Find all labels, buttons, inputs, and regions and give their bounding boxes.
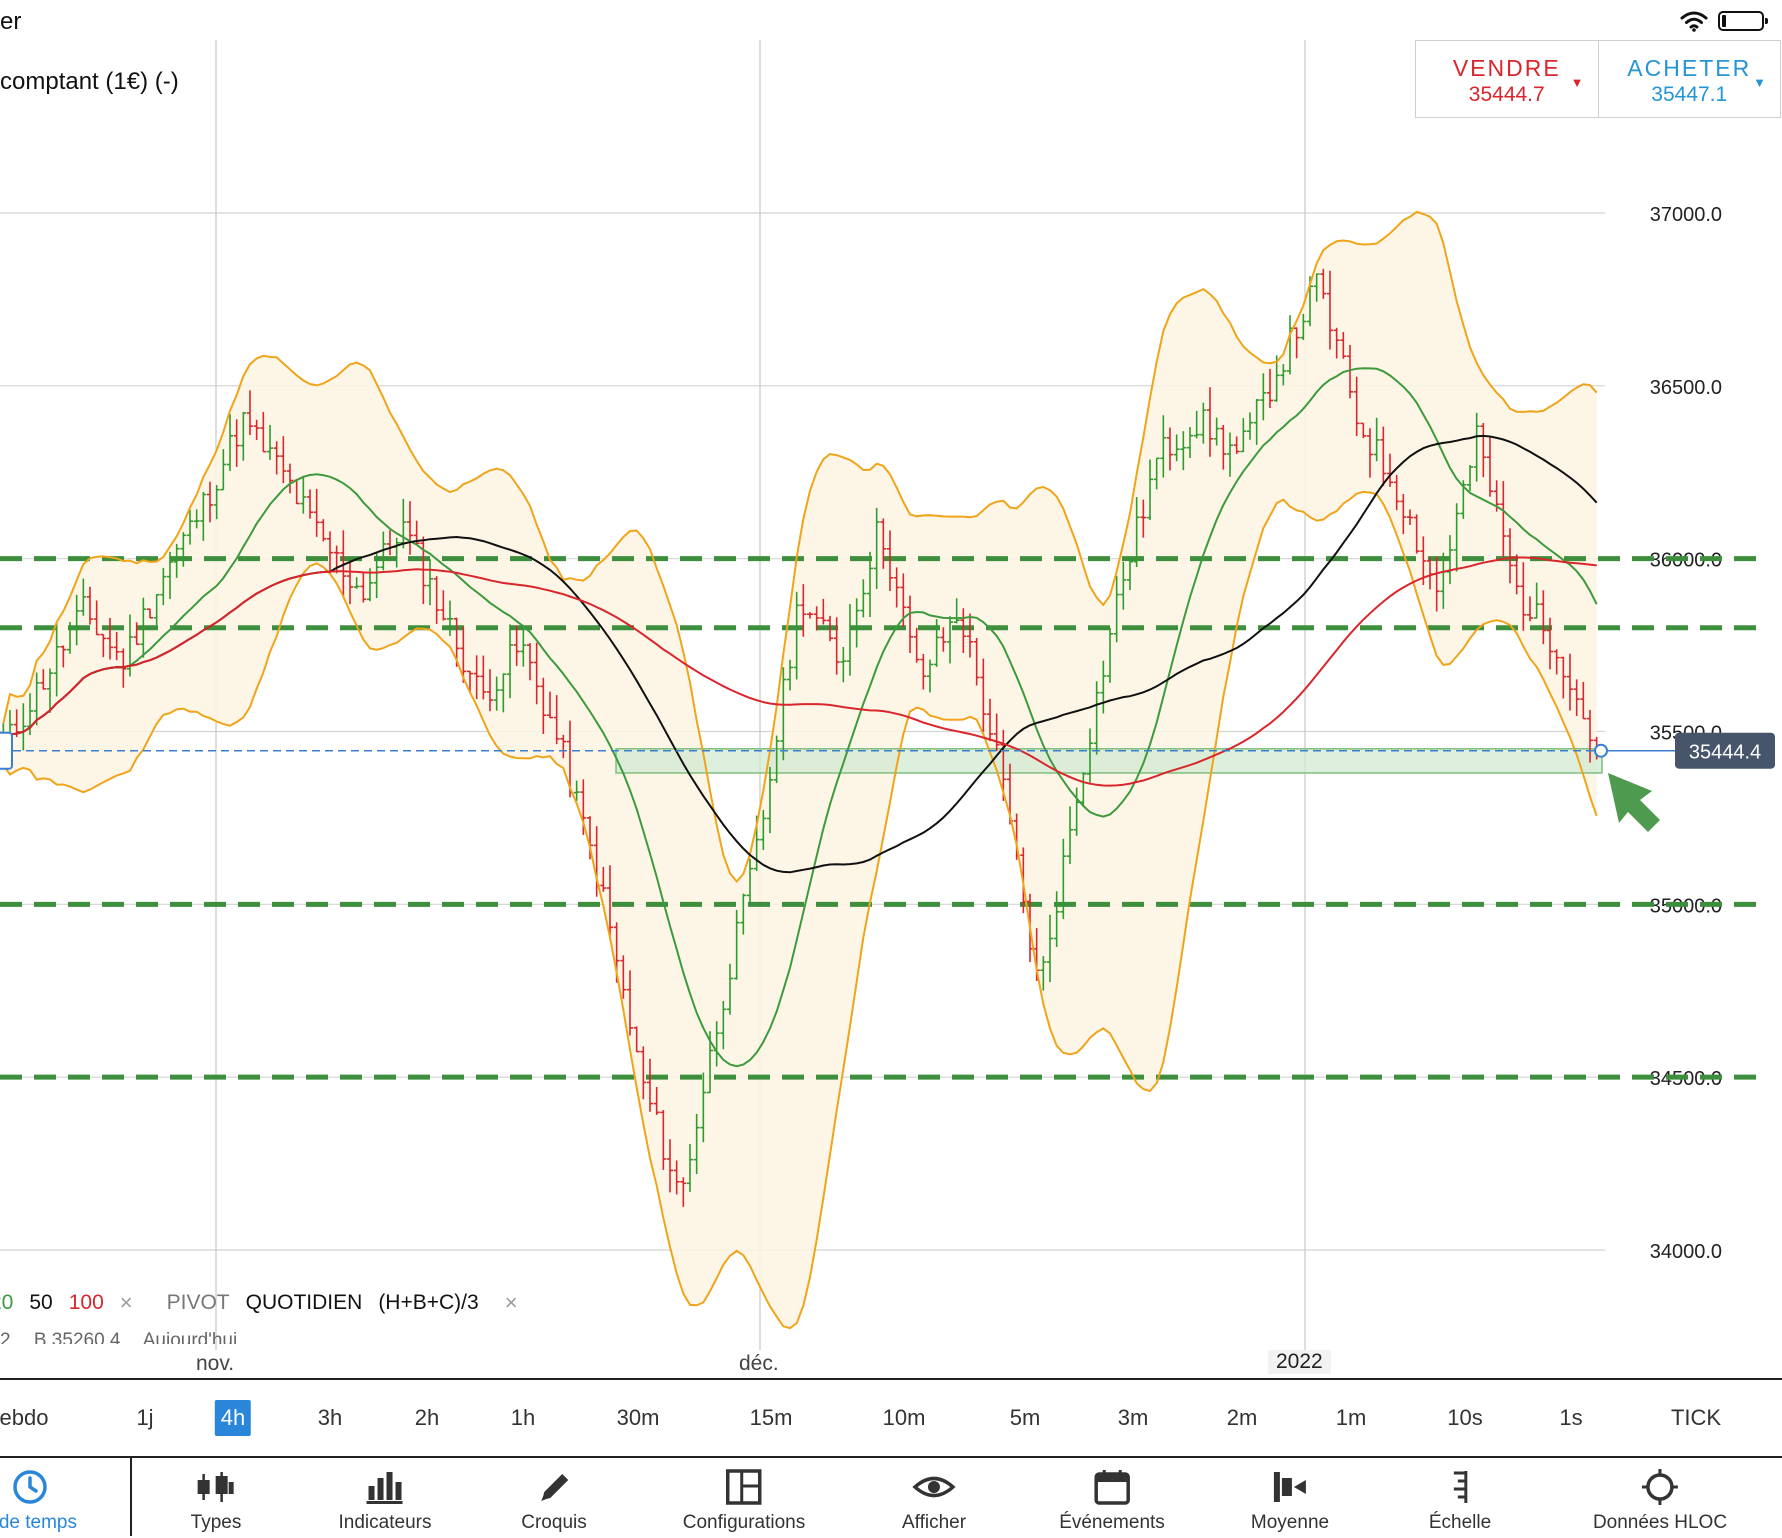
toolbar-timeframe-label: e de temps xyxy=(0,1512,77,1533)
ma-period-20[interactable]: 20 xyxy=(0,1291,14,1314)
tf-weekly[interactable]: ebdo xyxy=(0,1405,49,1430)
tf-4h[interactable]: 4h xyxy=(214,1400,252,1436)
annotation-arrow-icon xyxy=(1608,773,1660,832)
current-price-value: 35444.4 xyxy=(1689,742,1761,764)
tf-1m[interactable]: 1m xyxy=(1335,1405,1367,1430)
sell-button[interactable]: VENDRE 35444.7 ▼ xyxy=(1416,41,1598,117)
date-label-dec: déc. xyxy=(739,1352,779,1375)
toolbar-edge xyxy=(130,1456,132,1536)
pivot-value-b: B 35260.4 xyxy=(33,1330,121,1344)
toolbar-layouts-label: Configurations xyxy=(682,1512,806,1533)
toolbar-scale-label: Échelle xyxy=(1428,1512,1492,1533)
buy-button[interactable]: ACHETER 35447.1 ▼ xyxy=(1597,41,1781,117)
sell-price: 35444.7 xyxy=(1468,83,1545,106)
pivot-values: 2 B 35260.4 Aujourd'hui xyxy=(0,1330,255,1344)
average-icon xyxy=(1273,1472,1306,1502)
status-icons xyxy=(1680,10,1768,32)
close-ma-icon[interactable]: × xyxy=(119,1290,133,1315)
sell-label: VENDRE xyxy=(1452,55,1561,81)
toolbar-indicators-label: Indicateurs xyxy=(338,1512,432,1533)
trade-panel: VENDRE 35444.7 ▼ ACHETER 35447.1 ▼ xyxy=(1415,40,1781,118)
tf-10m[interactable]: 10m xyxy=(882,1405,926,1430)
toolbar-timeframe[interactable]: e de temps xyxy=(0,1468,77,1534)
price-chart[interactable]: 37000.036500.036000.035500.035000.034500… xyxy=(0,0,1782,1380)
toolbar-sketch-label: Croquis xyxy=(521,1512,587,1533)
tf-1j[interactable]: 1j xyxy=(136,1405,154,1430)
toolbar-hloc-label: Données HLOC xyxy=(1592,1512,1728,1533)
tf-5m[interactable]: 5m xyxy=(1009,1405,1041,1430)
eye-icon xyxy=(912,1476,956,1498)
bollinger-upper-line xyxy=(2,210,1598,884)
battery-icon xyxy=(1718,11,1768,31)
tf-tick[interactable]: TICK xyxy=(1670,1405,1722,1430)
bollinger-lower-line xyxy=(2,490,1598,1330)
pivot-value-a: 2 xyxy=(0,1330,11,1344)
pivot-label: PIVOT xyxy=(166,1291,230,1314)
layout-icon xyxy=(726,1469,762,1505)
crosshair-icon xyxy=(1642,1469,1678,1505)
price-tick-label: 34000.0 xyxy=(1650,1241,1722,1263)
pivot-formula: (H+B+C)/3 xyxy=(378,1291,479,1314)
buy-label: ACHETER xyxy=(1627,55,1752,81)
toolbar-display[interactable]: Afficher xyxy=(902,1468,966,1534)
date-label-2022: 2022 xyxy=(1268,1350,1331,1374)
wifi-icon xyxy=(1680,11,1708,32)
support-zone xyxy=(615,748,1603,774)
pivot-period: QUOTIDIEN xyxy=(245,1291,363,1314)
tf-15m[interactable]: 15m xyxy=(749,1405,793,1430)
pivot-value-c: Aujourd'hui xyxy=(142,1330,238,1344)
ma-20-line xyxy=(2,367,1598,1068)
price-tick-label: 37000.0 xyxy=(1650,204,1722,226)
candlestick-icon xyxy=(197,1472,234,1502)
clock-icon xyxy=(13,1470,47,1504)
ma-100-line xyxy=(2,556,1597,787)
scale-icon xyxy=(1453,1471,1468,1503)
bar-chart-icon xyxy=(366,1472,403,1504)
current-price-handle xyxy=(1594,743,1608,758)
toolbar-sketch[interactable]: Croquis xyxy=(521,1468,587,1534)
caret-down-icon: ▼ xyxy=(1753,75,1766,90)
toolbar-layouts[interactable]: Configurations xyxy=(682,1468,806,1534)
calendar-icon xyxy=(1094,1470,1130,1505)
tf-3m[interactable]: 3m xyxy=(1117,1405,1149,1430)
tf-2m[interactable]: 2m xyxy=(1226,1405,1258,1430)
tf-30m[interactable]: 30m xyxy=(616,1405,660,1430)
indicator-legend: 20 50 100 × PIVOT QUOTIDIEN (H+B+C)/3 × xyxy=(0,1290,534,1316)
divider xyxy=(0,1378,1782,1380)
close-pivot-icon[interactable]: × xyxy=(504,1290,518,1315)
instrument-title[interactable]: comptant (1€) (-) xyxy=(0,68,179,95)
chart-area[interactable]: 37000.036500.036000.035500.035000.034500… xyxy=(0,0,1782,1380)
toolbar-hloc[interactable]: Données HLOC xyxy=(1593,1468,1727,1534)
current-price-tag xyxy=(1675,732,1775,769)
ma-period-50[interactable]: 50 xyxy=(29,1291,53,1314)
tf-1s[interactable]: 1s xyxy=(1559,1405,1583,1430)
carrier-label: er xyxy=(0,8,22,35)
tf-10s[interactable]: 10s xyxy=(1447,1405,1483,1430)
left-price-handle xyxy=(0,731,13,770)
toolbar-indicators[interactable]: Indicateurs xyxy=(338,1468,432,1534)
tf-2h[interactable]: 2h xyxy=(414,1405,440,1430)
pencil-icon xyxy=(540,1474,568,1501)
tf-3h[interactable]: 3h xyxy=(317,1405,343,1430)
ma-period-100[interactable]: 100 xyxy=(68,1291,104,1314)
toolbar-events[interactable]: Événements xyxy=(1059,1468,1165,1534)
toolbar-average[interactable]: Moyenne xyxy=(1251,1468,1329,1534)
caret-down-icon: ▼ xyxy=(1570,75,1584,90)
date-label-nov: nov. xyxy=(196,1352,235,1375)
toolbar-events-label: Événements xyxy=(1059,1512,1165,1533)
toolbar-scale[interactable]: Échelle xyxy=(1429,1468,1491,1534)
timeframe-bar: ebdo 1j 4h 3h 2h 1h 30m 15m 10m 5m 3m 2m… xyxy=(0,1380,1782,1456)
toolbar-display-label: Afficher xyxy=(901,1512,967,1533)
toolbar-types[interactable]: Types xyxy=(190,1468,242,1534)
bottom-toolbar: e de temps Types Indicateurs Croquis xyxy=(0,1456,1782,1538)
price-tick-label: 36500.0 xyxy=(1650,377,1722,399)
toolbar-types-label: Types xyxy=(190,1512,242,1533)
toolbar-average-label: Moyenne xyxy=(1250,1512,1330,1533)
buy-price: 35447.1 xyxy=(1651,83,1728,106)
tf-1h[interactable]: 1h xyxy=(510,1405,536,1430)
